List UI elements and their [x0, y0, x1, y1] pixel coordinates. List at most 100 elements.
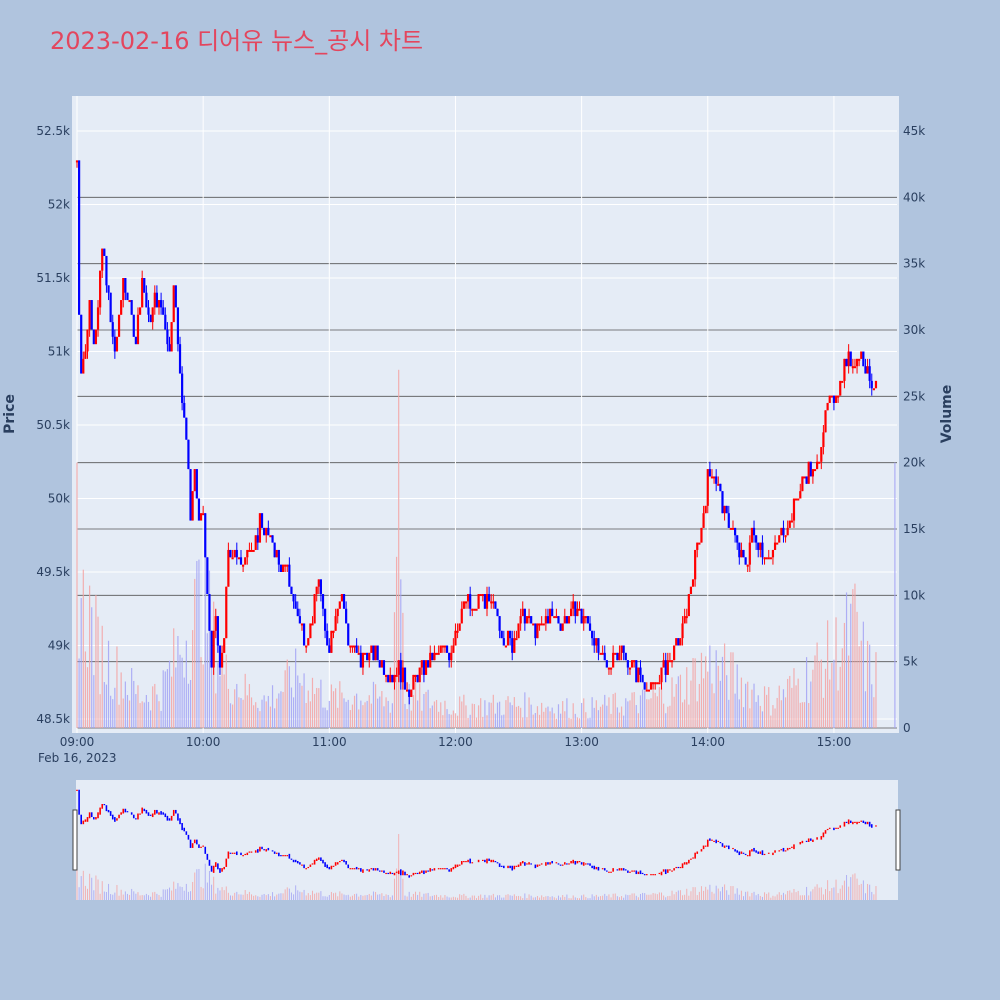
- mini-volume-bar: [629, 894, 631, 900]
- candle-body: [172, 285, 175, 323]
- candle-body: [94, 329, 98, 345]
- mini-volume-bar: [360, 894, 362, 900]
- volume-bar: [421, 710, 423, 728]
- mini-volume-bar: [213, 876, 215, 900]
- mini-volume-bar: [553, 897, 555, 900]
- candle-body: [712, 476, 716, 479]
- mini-volume-bar: [703, 890, 705, 900]
- volume-bar: [128, 700, 131, 728]
- mini-volume-bar: [141, 895, 143, 900]
- volume-bar: [141, 701, 143, 728]
- candle-body: [849, 351, 852, 367]
- mini-volume-bar: [778, 892, 780, 900]
- candle-body: [622, 645, 625, 653]
- mini-volume-bar: [562, 895, 564, 900]
- mini-volume-bar: [646, 894, 648, 900]
- mini-volume-bar: [145, 893, 147, 900]
- volume-bar: [782, 689, 785, 728]
- volume-bar: [383, 706, 385, 728]
- mini-volume-bar: [381, 893, 383, 900]
- candle-body: [538, 623, 541, 626]
- volume-bar: [162, 670, 164, 728]
- candle-body: [860, 351, 863, 359]
- mini-volume-bar: [661, 892, 663, 900]
- mini-volume-bar: [259, 896, 261, 900]
- mini-volume-bar: [183, 890, 185, 900]
- candle-body: [86, 329, 89, 352]
- mini-volume-bar: [192, 881, 194, 900]
- range-slider-right-handle[interactable]: [895, 809, 901, 871]
- candle-body: [485, 594, 489, 609]
- volume-bar: [532, 714, 534, 728]
- volume-bar: [534, 713, 536, 728]
- candle-body: [128, 300, 131, 303]
- volume-bar: [869, 644, 871, 728]
- candle-body: [469, 594, 472, 609]
- candle-body: [160, 300, 163, 308]
- candle-body: [174, 285, 177, 308]
- volume-bar: [717, 665, 719, 728]
- candle-body: [231, 557, 234, 560]
- mini-volume-bar: [116, 884, 118, 900]
- mini-volume-bar: [343, 894, 345, 900]
- mini-volume-bar: [719, 891, 721, 900]
- candle-body: [837, 395, 840, 398]
- volume-bar: [492, 694, 494, 728]
- mini-volume-bar: [846, 875, 848, 900]
- volume-bar: [669, 705, 671, 728]
- mini-volume-bar: [234, 892, 236, 900]
- volume-bar: [322, 707, 324, 728]
- mini-volume-bar: [389, 897, 391, 900]
- candle-body: [176, 307, 180, 345]
- volume-bar: [858, 646, 860, 728]
- candle-body: [347, 623, 350, 646]
- mini-volume-bar: [185, 883, 187, 900]
- volume-bar: [745, 683, 747, 728]
- volume-tick-label: 30k: [903, 323, 925, 337]
- candle-body: [166, 329, 169, 345]
- volume-bar: [236, 683, 238, 728]
- mini-volume-bar: [267, 894, 269, 900]
- mini-volume-bar: [614, 893, 616, 900]
- range-slider-left-handle[interactable]: [72, 809, 78, 871]
- mini-volume-bar: [841, 885, 843, 900]
- volume-bar: [335, 688, 337, 728]
- x-date-label: Feb 16, 2023: [38, 751, 117, 765]
- candle-body: [281, 564, 285, 572]
- mini-volume-bar: [585, 897, 587, 900]
- candle-body: [90, 300, 93, 330]
- mini-volume-bar: [799, 895, 801, 900]
- range-slider[interactable]: [76, 780, 898, 900]
- time-tick-label: 09:00: [60, 735, 95, 749]
- candle-body: [723, 505, 726, 514]
- mini-volume-bar: [637, 897, 639, 900]
- mini-volume-bar: [679, 890, 681, 900]
- candle-body: [561, 623, 564, 631]
- mini-volume-bar: [112, 894, 114, 900]
- volume-bar: [827, 620, 829, 728]
- candle-body: [586, 616, 590, 624]
- volume-bar: [234, 689, 236, 728]
- mini-volume-bar: [654, 893, 656, 900]
- candle-body: [292, 594, 295, 602]
- candle-body: [149, 314, 152, 323]
- mini-volume-bar: [764, 892, 766, 900]
- candle-body: [580, 608, 583, 624]
- mini-volume-bar: [87, 888, 89, 900]
- volume-bar: [366, 700, 368, 728]
- plot-area[interactable]: [72, 96, 899, 733]
- volume-bar: [417, 700, 419, 728]
- mini-volume-bar: [856, 878, 858, 900]
- volume-bar: [797, 678, 799, 728]
- volume-bar: [499, 701, 501, 728]
- candle-body: [853, 366, 857, 369]
- candle-body: [813, 469, 817, 472]
- volume-bar: [587, 718, 589, 728]
- candle-body: [605, 660, 608, 668]
- candle-body: [393, 674, 396, 683]
- volume-bar: [200, 657, 202, 728]
- mini-volume-bar: [438, 897, 440, 900]
- volume-bar: [728, 699, 730, 728]
- volume-bar: [248, 684, 251, 728]
